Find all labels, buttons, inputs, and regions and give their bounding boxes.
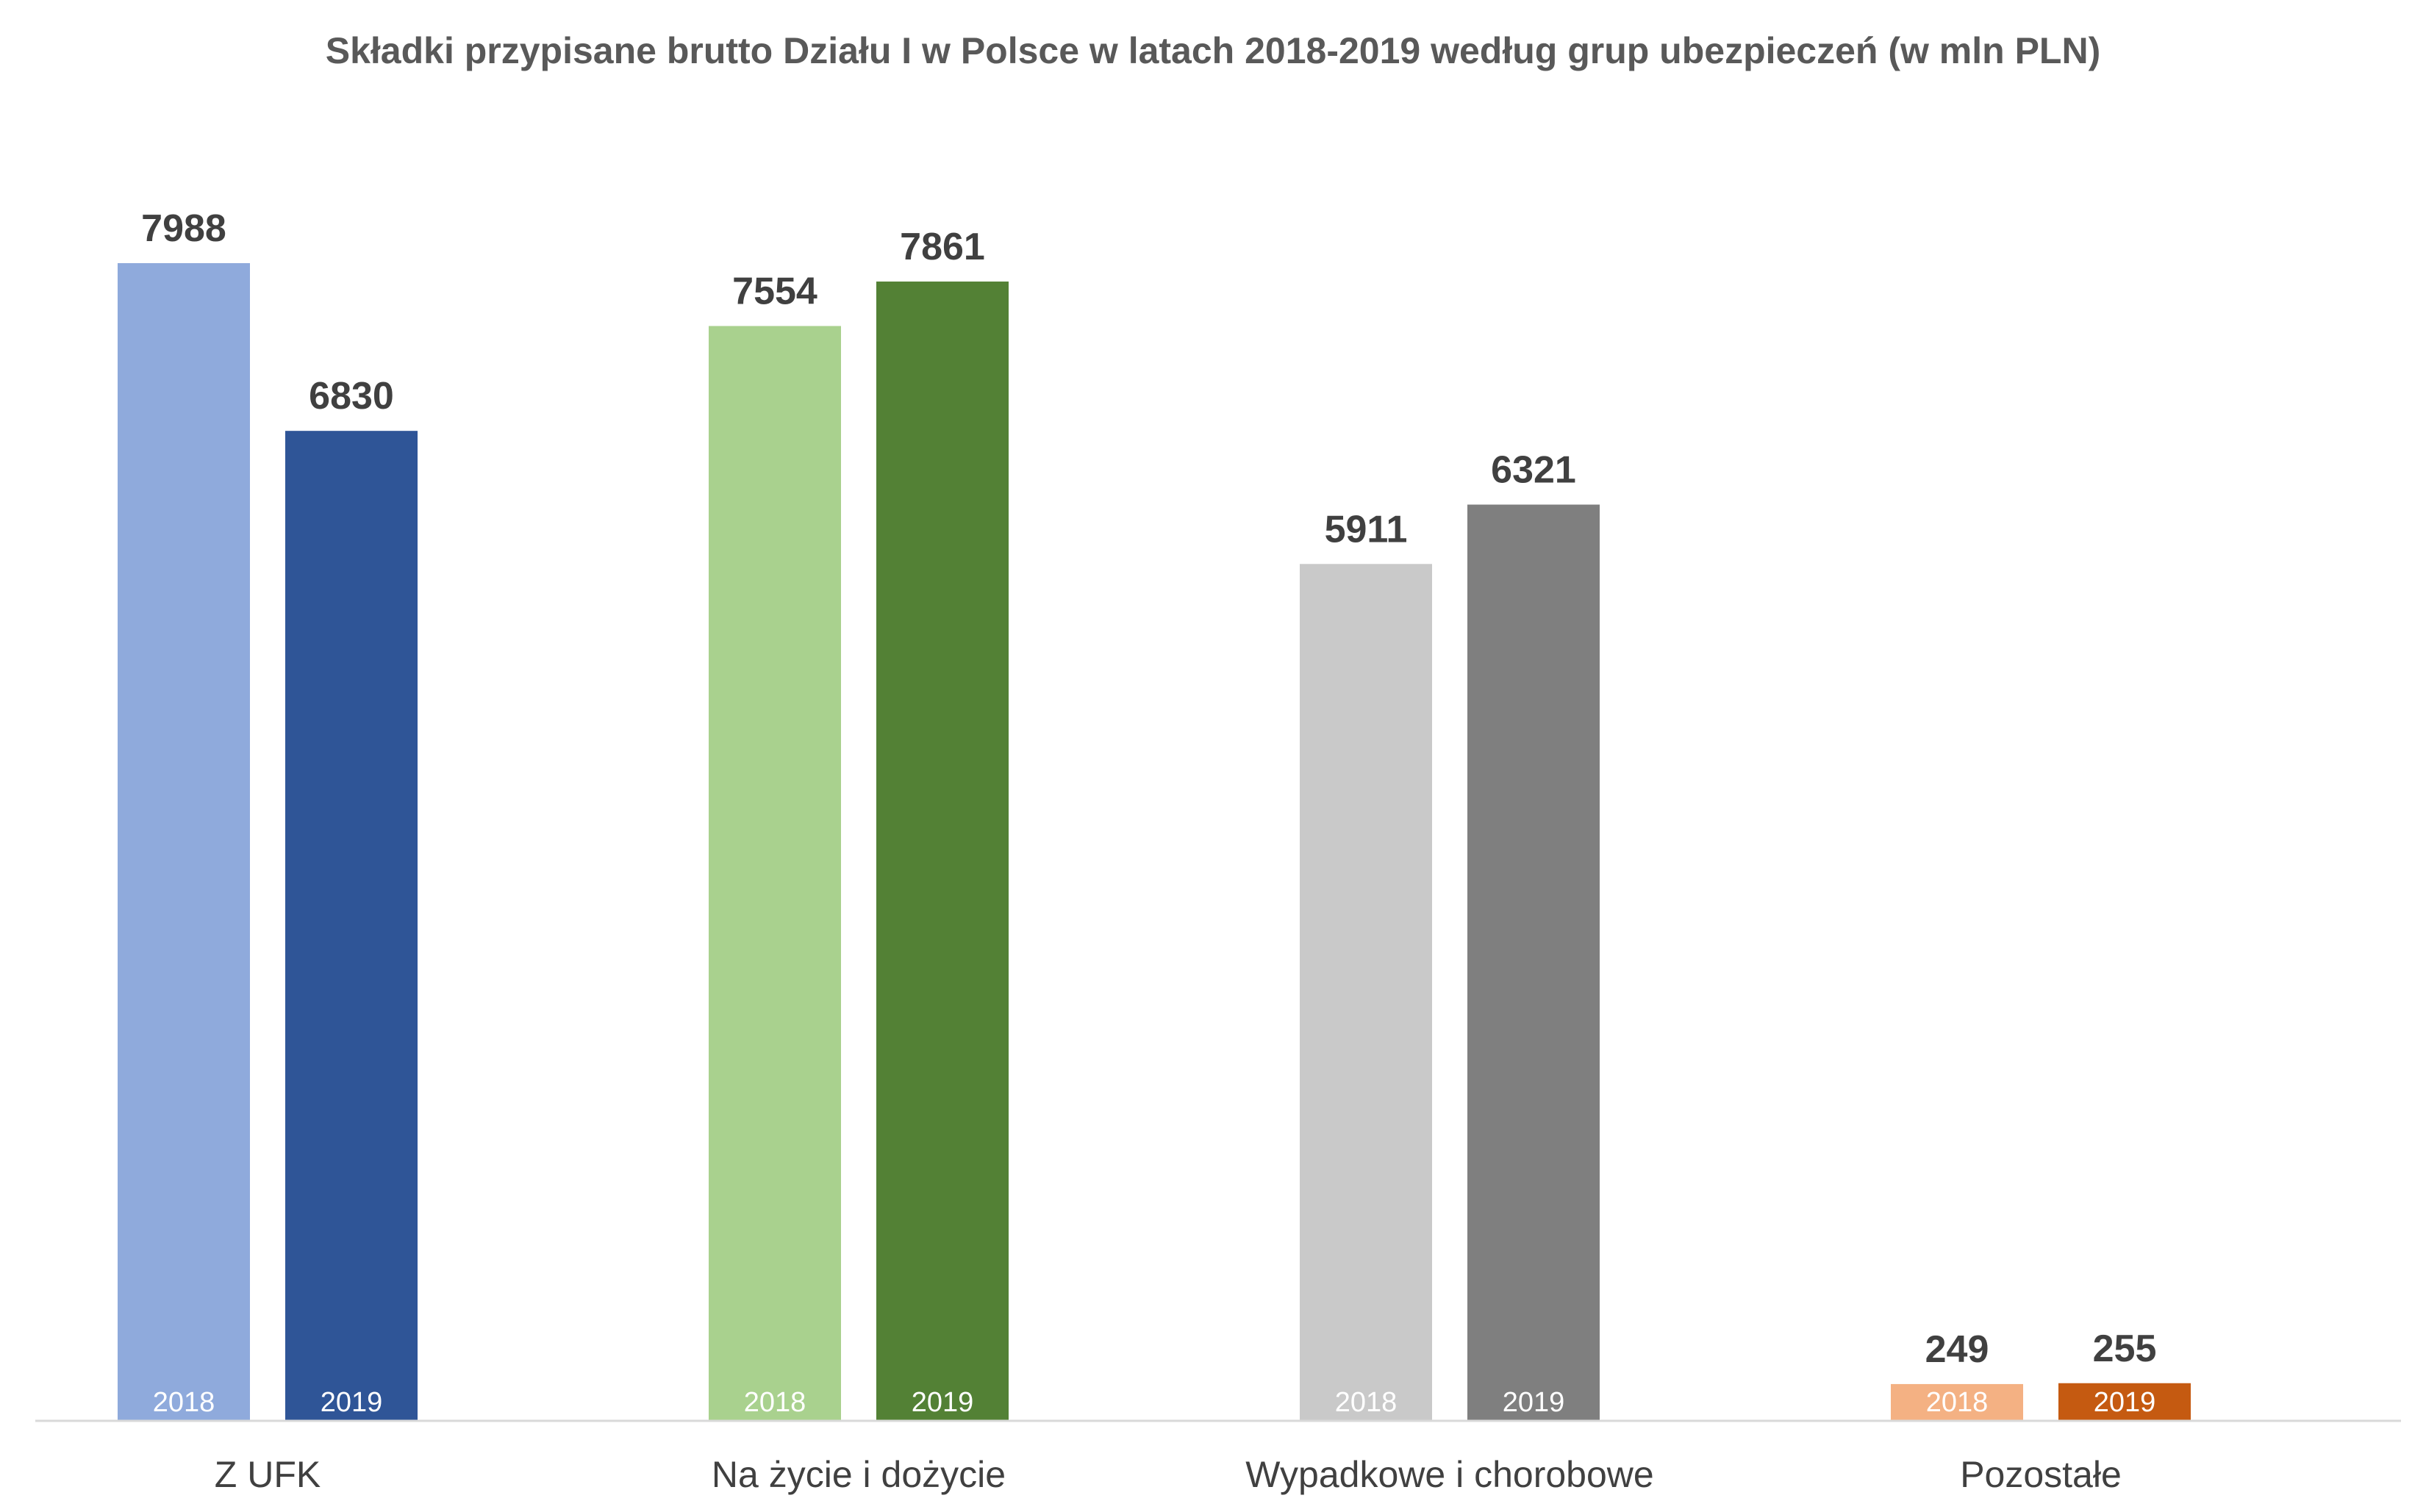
- data-label: 5911: [1325, 508, 1408, 551]
- series-label: 2019: [912, 1387, 974, 1418]
- series-label: 2019: [321, 1387, 383, 1418]
- data-label: 7861: [900, 226, 985, 268]
- series-label: 2018: [153, 1387, 215, 1418]
- category-label: Pozostałe: [1960, 1454, 2122, 1495]
- category-label: Wypadkowe i chorobowe: [1245, 1454, 1653, 1495]
- bar-2-2019: [876, 282, 1009, 1420]
- chart-title: Składki przypisane brutto Działu I w Pol…: [325, 30, 2101, 71]
- bar-3-2018: [1300, 564, 1432, 1420]
- data-label: 249: [1925, 1328, 1989, 1371]
- bar-1-2019: [285, 431, 418, 1421]
- series-label: 2018: [1335, 1387, 1398, 1418]
- data-label: 6830: [309, 375, 394, 418]
- series-label: 2019: [2094, 1387, 2156, 1418]
- bar-4-2018: [1891, 1383, 2023, 1420]
- bar-3-2019: [1467, 504, 1600, 1420]
- bar-2-2018: [709, 326, 841, 1420]
- data-label: 255: [2093, 1328, 2157, 1370]
- data-label: 7554: [732, 270, 817, 313]
- bar-1-2018: [118, 263, 250, 1420]
- data-label: 6321: [1491, 448, 1576, 491]
- category-label: Na życie i dożycie: [712, 1454, 1006, 1495]
- bar-4-2019: [2058, 1383, 2191, 1420]
- data-label: 7988: [141, 207, 226, 250]
- series-label: 2018: [744, 1387, 806, 1418]
- category-label: Z UFK: [215, 1454, 321, 1495]
- series-label: 2019: [1503, 1387, 1565, 1418]
- series-label: 2018: [1926, 1387, 1989, 1418]
